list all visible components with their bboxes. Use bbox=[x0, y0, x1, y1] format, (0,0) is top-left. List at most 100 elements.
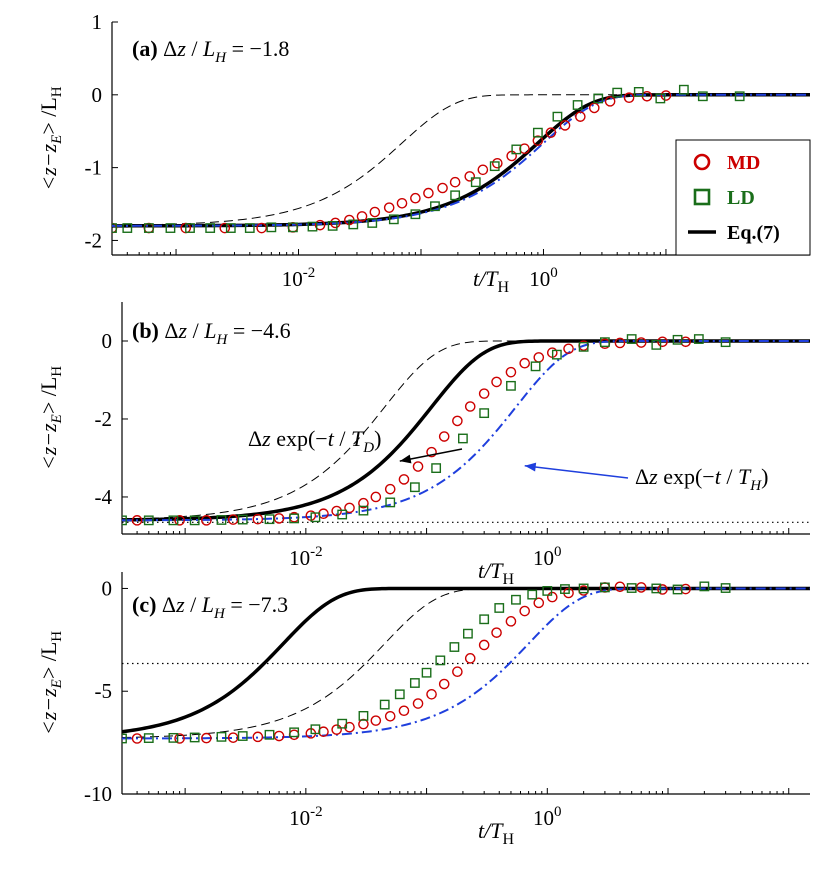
md-point bbox=[438, 431, 450, 442]
md-point bbox=[331, 724, 342, 735]
ld-point bbox=[264, 514, 275, 525]
md-point bbox=[657, 584, 668, 595]
x-axis-label: t/TH bbox=[478, 558, 514, 588]
ld-point bbox=[527, 589, 538, 600]
legend-label: LD bbox=[727, 187, 755, 209]
ld-point bbox=[494, 603, 505, 613]
ld-point bbox=[205, 223, 216, 233]
ld-point bbox=[489, 161, 500, 172]
ld-point bbox=[385, 497, 396, 508]
md-point bbox=[614, 337, 626, 349]
ld-point bbox=[143, 223, 154, 233]
ld-point bbox=[511, 594, 521, 605]
y-tick-label: 0 bbox=[102, 576, 113, 600]
legend-md-marker bbox=[693, 153, 711, 171]
md-point bbox=[546, 591, 558, 603]
ld-point bbox=[626, 334, 637, 344]
ld-point bbox=[264, 729, 275, 740]
md-point bbox=[273, 513, 285, 524]
md-point bbox=[412, 698, 424, 709]
ld-point bbox=[551, 349, 562, 360]
ld-point bbox=[337, 509, 348, 520]
md-point bbox=[437, 182, 448, 194]
plot-area bbox=[122, 334, 810, 526]
ld-point bbox=[358, 710, 369, 721]
ld-point bbox=[409, 482, 420, 493]
md-point bbox=[318, 726, 329, 738]
y-tick-label: -5 bbox=[95, 679, 113, 703]
ld-point bbox=[216, 731, 227, 742]
panel-0: 1 0 -1 -2 10-2 100 t/TH <z−zE> /LH (a) Δz / LH =… bbox=[36, 10, 811, 296]
md-point bbox=[533, 352, 545, 363]
ld-point bbox=[225, 223, 236, 233]
ld-point bbox=[449, 642, 460, 652]
ld-point bbox=[237, 514, 248, 525]
ld-point bbox=[310, 512, 321, 523]
ld-point bbox=[578, 341, 589, 352]
ld-point bbox=[189, 732, 200, 743]
ld-point bbox=[122, 515, 127, 526]
md-point bbox=[358, 497, 369, 509]
md-point bbox=[330, 217, 341, 229]
ld-point bbox=[409, 678, 420, 688]
md-point bbox=[423, 187, 434, 199]
legend-label: Eq.(7) bbox=[727, 222, 780, 244]
ld-point bbox=[367, 218, 378, 228]
ld-point bbox=[599, 582, 610, 593]
ld-point bbox=[310, 724, 321, 735]
y-axis-label: <z−zE> /LH bbox=[36, 86, 65, 190]
md-point bbox=[384, 483, 396, 495]
ld-point bbox=[506, 380, 516, 391]
md-point bbox=[477, 164, 489, 176]
curve-exp-TH bbox=[122, 339, 810, 522]
legend-box bbox=[675, 139, 811, 256]
x-tick-label: 10-2 bbox=[289, 544, 323, 570]
md-point bbox=[356, 211, 368, 222]
ld-point bbox=[697, 91, 708, 102]
ld-point bbox=[348, 219, 359, 230]
panel-annotation: (c) Δz / LH = −7.3 bbox=[132, 592, 288, 622]
legend-label: MD bbox=[727, 152, 760, 174]
y-tick-label: -1 bbox=[85, 156, 103, 180]
ld-point bbox=[655, 93, 666, 104]
ld-point bbox=[244, 223, 255, 233]
ld-point bbox=[672, 584, 683, 595]
x-tick-label: 10-2 bbox=[289, 804, 323, 830]
md-point bbox=[545, 127, 557, 138]
ld-point bbox=[266, 222, 277, 233]
ld-point bbox=[479, 614, 490, 625]
md-point bbox=[614, 581, 626, 593]
md-point bbox=[519, 143, 530, 154]
md-point bbox=[227, 732, 239, 743]
md-point bbox=[575, 111, 586, 122]
md-point bbox=[464, 653, 476, 664]
annotation-arrow-head bbox=[524, 462, 537, 472]
md-point bbox=[358, 718, 369, 730]
annotation-label: Δz exp(−t / TD) bbox=[248, 426, 381, 456]
panel-annotation: (a) Δz / LH = −1.8 bbox=[132, 36, 289, 66]
md-point bbox=[478, 639, 490, 651]
md-point bbox=[412, 461, 424, 472]
ld-point bbox=[388, 214, 399, 225]
ld-point bbox=[216, 515, 227, 525]
annotation-arrow-head bbox=[399, 454, 412, 464]
ld-point bbox=[532, 127, 543, 138]
ld-point bbox=[626, 583, 637, 593]
plot-area bbox=[122, 581, 810, 744]
md-point bbox=[464, 401, 476, 412]
ld-point bbox=[720, 583, 731, 593]
md-point bbox=[384, 711, 396, 722]
md-point bbox=[256, 222, 267, 234]
md-point bbox=[288, 729, 300, 741]
md-point bbox=[657, 336, 668, 348]
ld-point bbox=[599, 337, 610, 348]
md-point bbox=[273, 730, 285, 742]
md-point bbox=[131, 733, 143, 744]
md-point bbox=[314, 219, 326, 231]
ld-point bbox=[651, 583, 662, 594]
ld-point bbox=[552, 111, 563, 122]
ld-point bbox=[463, 628, 473, 639]
md-point bbox=[410, 192, 421, 204]
ld-point bbox=[112, 223, 117, 233]
